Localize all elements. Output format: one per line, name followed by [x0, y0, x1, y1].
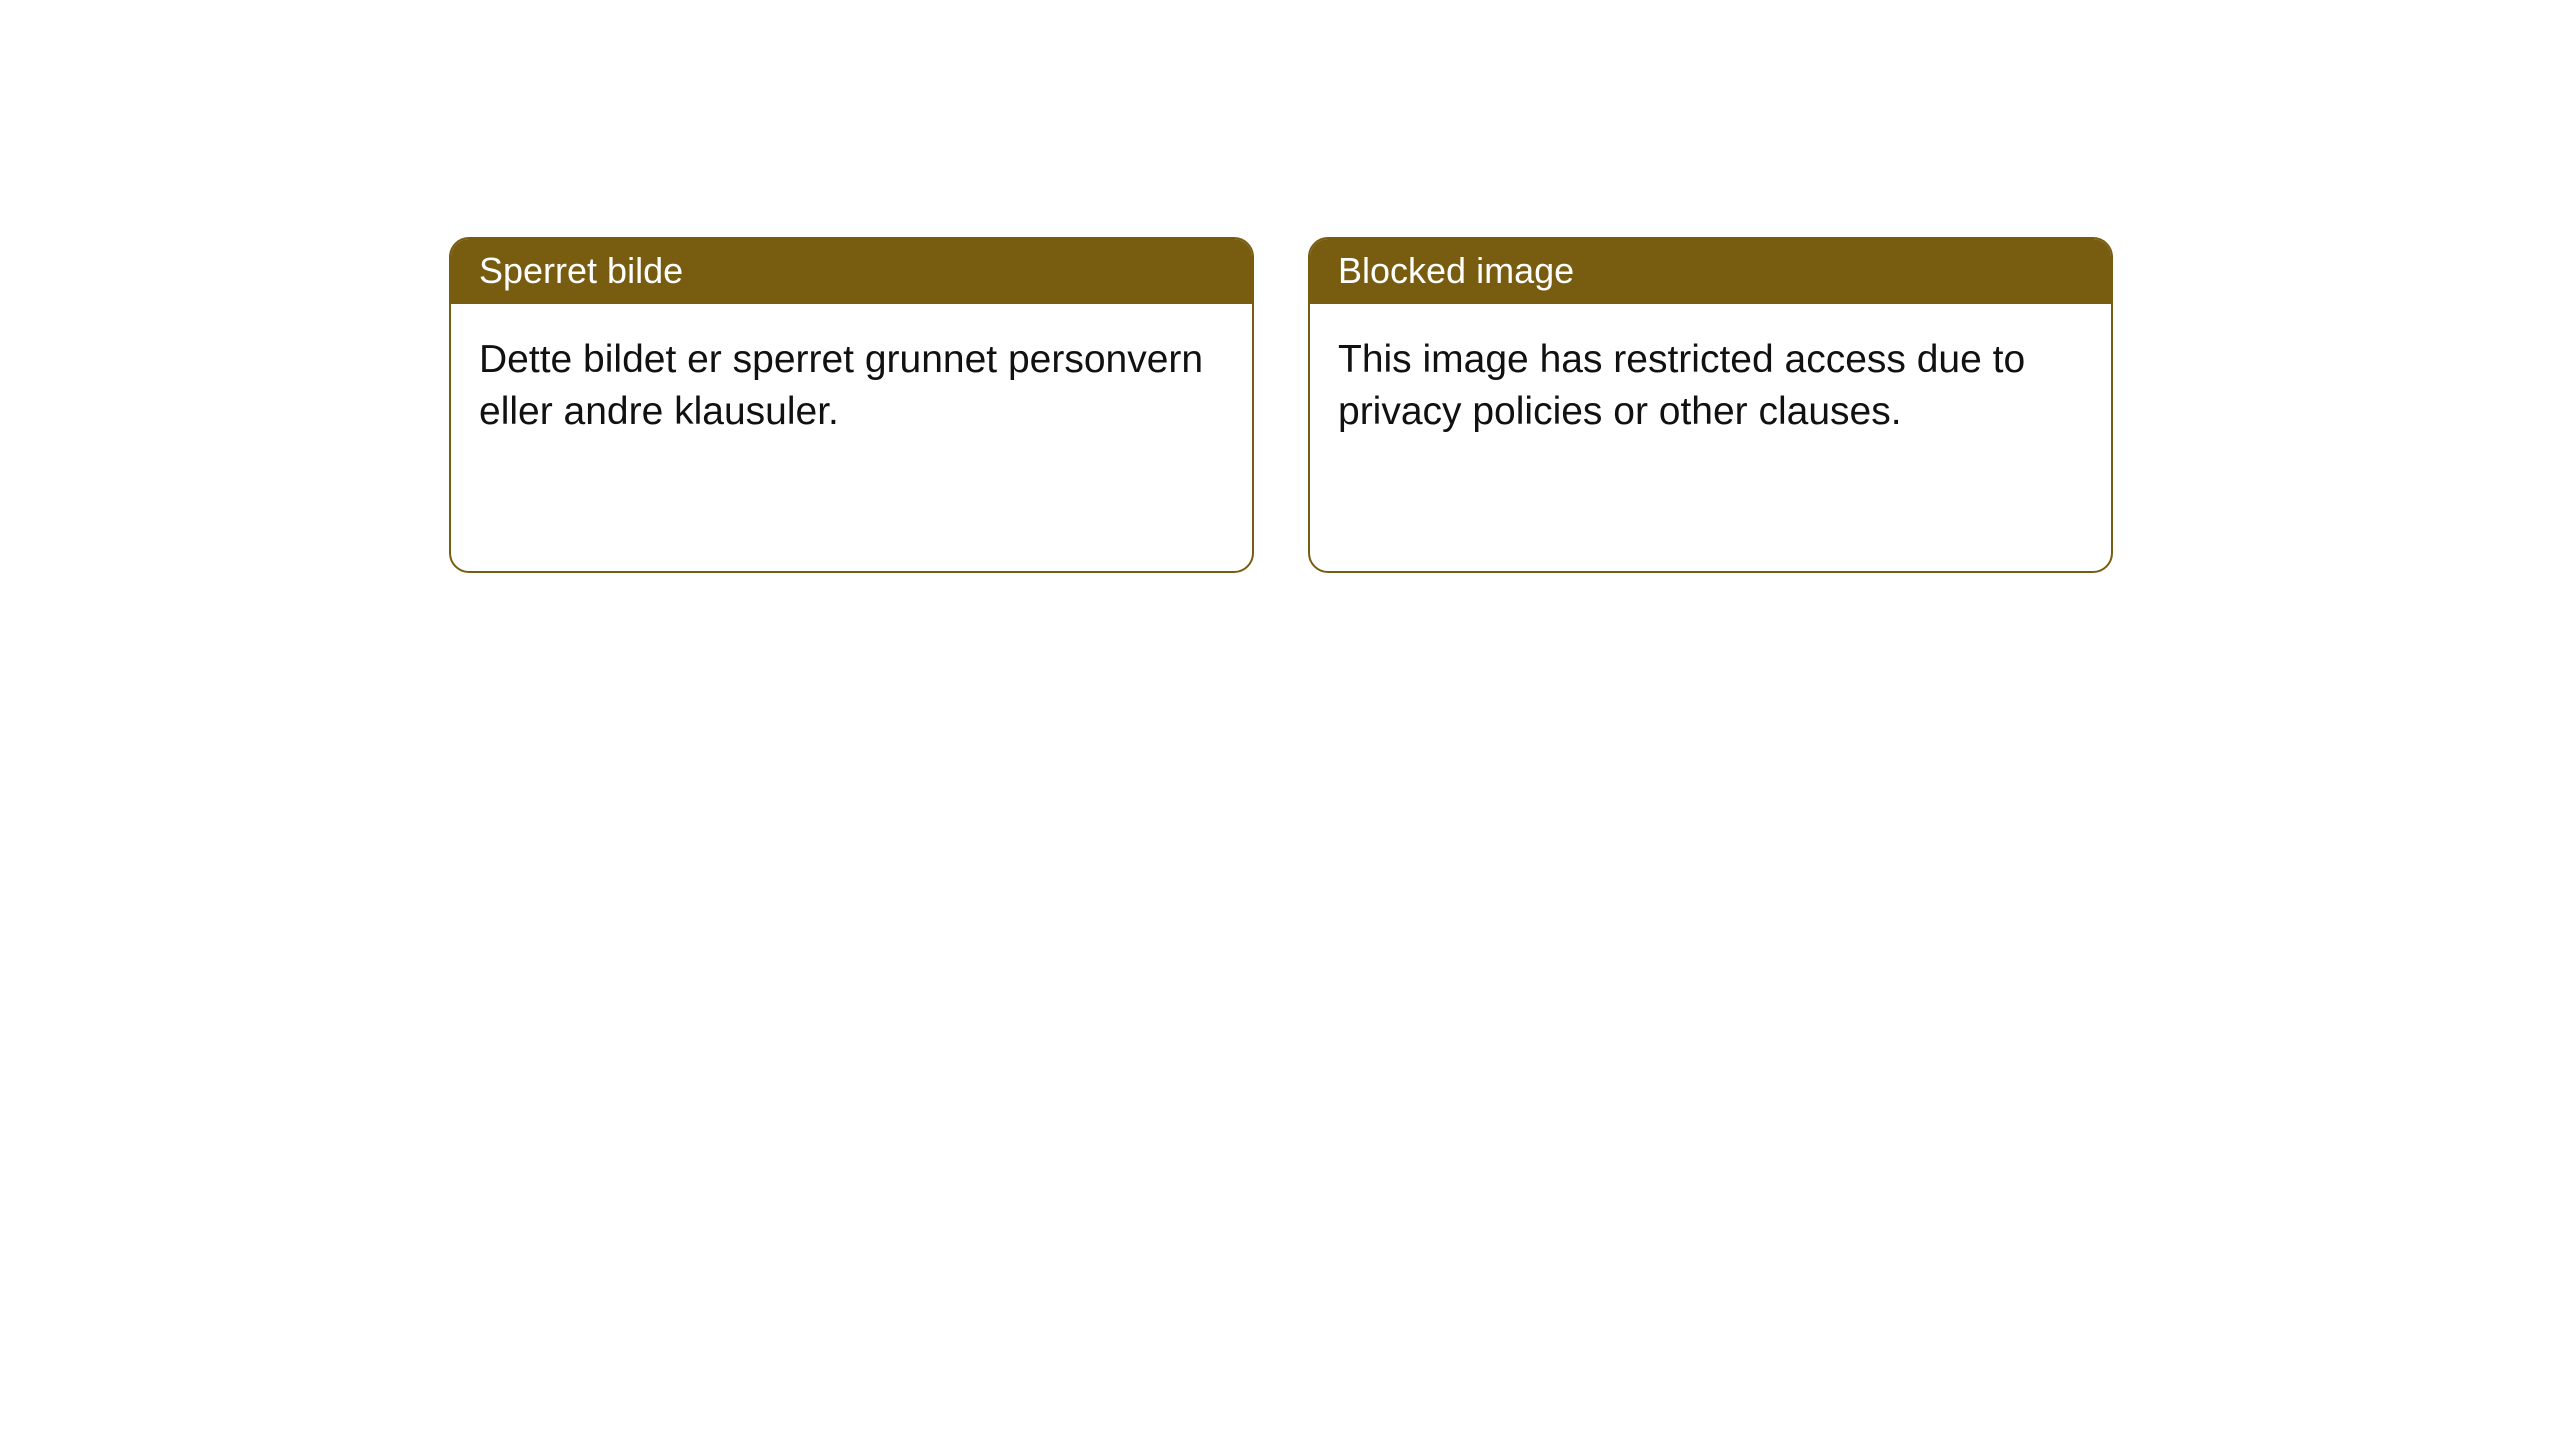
notice-card-english: Blocked image This image has restricted …	[1308, 237, 2113, 573]
notice-title: Sperret bilde	[451, 239, 1252, 304]
notice-title: Blocked image	[1310, 239, 2111, 304]
notice-body: Dette bildet er sperret grunnet personve…	[451, 304, 1252, 438]
notice-container: Sperret bilde Dette bildet er sperret gr…	[449, 237, 2113, 573]
notice-body: This image has restricted access due to …	[1310, 304, 2111, 438]
notice-card-norwegian: Sperret bilde Dette bildet er sperret gr…	[449, 237, 1254, 573]
